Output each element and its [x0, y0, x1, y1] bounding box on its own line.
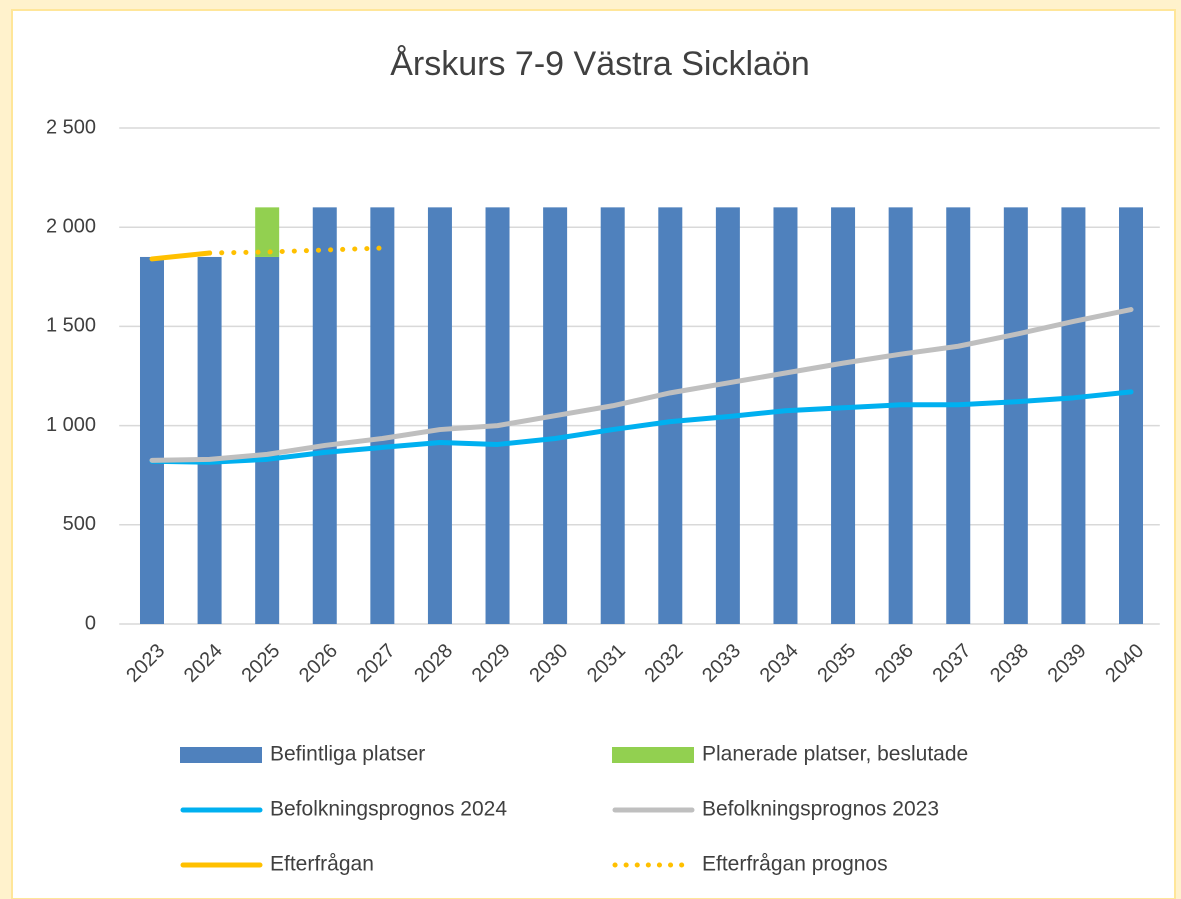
legend-swatch — [180, 747, 262, 763]
bar — [485, 207, 510, 625]
legend-label: Befolkningsprognos 2024 — [270, 798, 507, 821]
legend-label: Planerade platser, beslutade — [702, 743, 968, 766]
legend-swatch — [612, 747, 694, 763]
y-tick-label: 1 500 — [46, 315, 96, 337]
bar — [658, 207, 683, 625]
legend-label: Efterfrågan prognos — [702, 853, 888, 876]
bar — [1061, 207, 1086, 625]
bar — [600, 207, 625, 625]
line — [149, 307, 1134, 463]
bar — [197, 256, 222, 624]
legend-label: Befintliga platser — [270, 743, 425, 766]
legend-label: Befolkningsprognos 2023 — [702, 798, 939, 821]
bar — [255, 256, 280, 624]
y-tick-label: 2 500 — [46, 116, 96, 138]
legend-label: Efterfrågan — [270, 853, 374, 876]
bar — [139, 256, 164, 624]
line — [149, 250, 213, 262]
bar — [312, 207, 337, 625]
bar — [946, 207, 971, 625]
bar — [831, 207, 856, 625]
bar — [888, 207, 913, 625]
bar — [1003, 207, 1028, 625]
y-tick-label: 2 000 — [46, 215, 96, 237]
line — [207, 245, 385, 256]
chart-area — [11, 9, 1176, 899]
bar — [255, 207, 280, 257]
y-tick-label: 0 — [85, 612, 96, 634]
y-tick-label: 1 000 — [46, 414, 96, 436]
chart-title: Årskurs 7-9 Västra Sicklaön — [390, 45, 810, 83]
y-tick-label: 500 — [63, 513, 96, 535]
bar — [1119, 207, 1144, 625]
bar — [370, 207, 395, 625]
bar — [427, 207, 452, 625]
bar — [773, 207, 798, 625]
line — [149, 389, 1134, 465]
